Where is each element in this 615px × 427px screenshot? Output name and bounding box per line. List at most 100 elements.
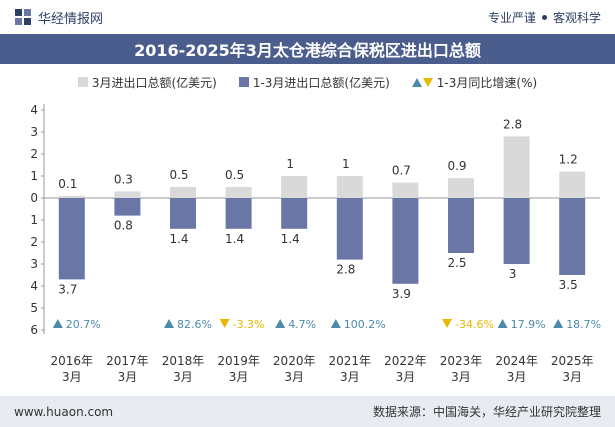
data-label-march: 0.5: [225, 168, 244, 182]
brand[interactable]: 华经情报网: [14, 8, 103, 27]
tagline: 专业严谨 客观科学: [488, 9, 601, 26]
data-label-cumulative: 1.4: [281, 232, 300, 246]
growth-label: 17.9%: [511, 318, 546, 331]
growth-marker-up: [164, 319, 174, 328]
data-label-cumulative: 2.8: [336, 263, 355, 277]
x-tick-label-year: 2024年: [495, 354, 538, 368]
x-tick-label-month: 3月: [173, 370, 193, 384]
x-tick-label-month: 3月: [118, 370, 138, 384]
data-label-cumulative: 3.7: [58, 282, 77, 296]
legend-swatch-march: [77, 77, 88, 87]
growth-label: 4.7%: [288, 318, 316, 331]
x-tick-label-year: 2020年: [273, 354, 316, 368]
bar-march: [58, 195, 85, 198]
x-tick-label-month: 3月: [451, 370, 471, 384]
y-tick-label: 3: [30, 257, 38, 271]
growth-marker-down: [442, 319, 452, 328]
growth-marker-up: [497, 319, 508, 328]
x-tick-label-year: 2019年: [217, 354, 260, 368]
bar-cumulative: [281, 198, 308, 229]
legend-item-cumulative[interactable]: 1-3月进出口总额(亿美元): [238, 72, 390, 92]
growth-label: 82.6%: [177, 318, 212, 331]
brand-logo-icon: [15, 9, 31, 25]
growth-marker-up: [275, 319, 286, 328]
y-tick-label: 4: [30, 279, 38, 293]
bar-march: [448, 178, 474, 198]
legend-label-growth: 1-3月同比增速(%): [436, 75, 538, 90]
y-tick-label: 1: [30, 213, 38, 227]
x-tick-label-year: 2023年: [440, 354, 483, 368]
bar-march: [281, 176, 308, 198]
data-label-cumulative: 3: [509, 267, 517, 281]
growth-marker-down: [219, 319, 230, 328]
legend-swatch-cumulative: [238, 77, 249, 87]
growth-marker-up: [553, 319, 564, 328]
data-label-march: 0.3: [114, 172, 133, 186]
tagline-left: 专业严谨: [487, 10, 536, 25]
growth-marker-up: [330, 319, 341, 328]
x-tick-label-month: 3月: [229, 370, 249, 384]
legend-triangle-up-icon: [411, 77, 422, 87]
chart-legend: 3月进出口总额(亿美元) 1-3月进出口总额(亿美元) 1-3月同比增速(%): [0, 72, 615, 92]
y-tick-label: 2: [30, 235, 38, 249]
bar-march: [225, 187, 252, 198]
y-tick-label: 0: [30, 191, 38, 205]
footer: www.huaon.com 数据来源：中国海关，华经产业研究院整理: [0, 396, 615, 427]
bar-cumulative: [114, 198, 141, 216]
x-tick-label-month: 3月: [340, 370, 360, 384]
data-label-cumulative: 0.8: [114, 219, 133, 233]
y-tick-label: 6: [30, 323, 38, 337]
data-label-cumulative: 1.4: [169, 232, 188, 246]
data-label-cumulative: 2.5: [447, 256, 466, 270]
growth-label: -34.6%: [455, 318, 494, 331]
growth-marker-up: [52, 319, 63, 328]
x-tick-label-month: 3月: [507, 370, 527, 384]
bar-cumulative: [392, 198, 419, 284]
data-label-cumulative: 3.9: [392, 287, 411, 301]
x-tick-label-year: 2018年: [162, 354, 205, 368]
bar-cumulative: [559, 198, 586, 275]
y-tick-label: 5: [30, 301, 38, 315]
data-label-march: 1: [342, 157, 350, 171]
bar-march: [114, 191, 141, 198]
data-label-march: 1: [286, 157, 294, 171]
bar-cumulative: [448, 198, 474, 253]
bar-march: [336, 176, 363, 198]
growth-label: 100.2%: [344, 318, 386, 331]
data-label-cumulative: 3.5: [559, 278, 578, 292]
legend-label-march: 3月进出口总额(亿美元): [91, 75, 217, 90]
x-tick-label-month: 3月: [562, 370, 582, 384]
y-tick-label: 2: [30, 147, 38, 161]
x-tick-label-month: 3月: [396, 370, 416, 384]
bar-cumulative: [58, 198, 85, 280]
bar-march: [503, 136, 530, 198]
legend-item-march[interactable]: 3月进出口总额(亿美元): [77, 72, 217, 92]
growth-label: 18.7%: [566, 318, 601, 331]
top-bar: 华经情报网 专业严谨 客观科学: [0, 0, 615, 34]
growth-label: -3.3%: [233, 318, 265, 331]
data-label-march: 0.1: [58, 177, 77, 191]
bar-cumulative: [503, 198, 530, 264]
legend-label-cumulative: 1-3月进出口总额(亿美元): [252, 75, 390, 90]
data-label-march: 1.2: [559, 153, 578, 167]
data-label-march: 2.8: [503, 117, 522, 131]
x-tick-label-year: 2025年: [551, 354, 594, 368]
data-label-march: 0.7: [392, 164, 411, 178]
footer-url[interactable]: www.huaon.com: [14, 404, 114, 419]
separator-dot-icon: [541, 14, 547, 20]
bar-march: [392, 182, 419, 198]
y-tick-label: 1: [30, 169, 38, 183]
y-tick-label: 3: [30, 125, 38, 139]
x-tick-label-year: 2016年: [51, 354, 94, 368]
x-tick-label-year: 2022年: [384, 354, 427, 368]
chart-title-bar: 2016-2025年3月太仓港综合保税区进出口总额: [0, 34, 615, 64]
x-tick-label-month: 3月: [62, 370, 82, 384]
x-tick-label-month: 3月: [284, 370, 304, 384]
data-label-march: 0.9: [447, 159, 466, 173]
chart-plot: 4 3 2 1 0 1 2 3 4 5 6 0.1 3.7 2016年 3月 0.3 0.8 2017年 3月 0.5…: [30, 103, 601, 384]
legend-triangle-down-icon: [422, 77, 433, 87]
data-label-march: 0.5: [169, 168, 188, 182]
bar-cumulative: [170, 198, 196, 229]
bar-cumulative: [225, 198, 252, 229]
legend-item-growth[interactable]: 1-3月同比增速(%): [411, 72, 538, 92]
